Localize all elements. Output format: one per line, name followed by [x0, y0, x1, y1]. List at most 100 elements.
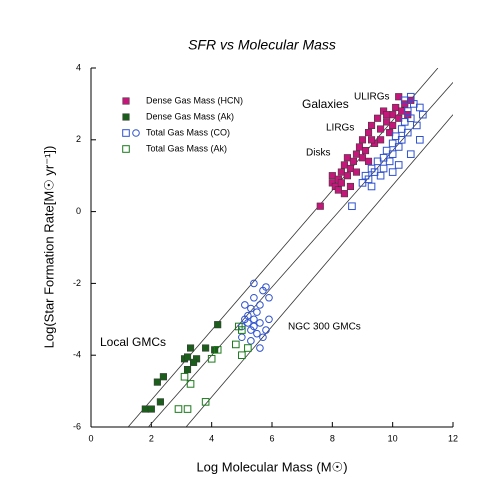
point	[419, 110, 427, 119]
point	[340, 161, 348, 169]
point	[355, 143, 364, 151]
point	[416, 136, 424, 144]
point	[156, 398, 164, 406]
point	[358, 136, 367, 144]
point	[400, 96, 409, 105]
point	[183, 366, 192, 374]
point	[413, 121, 421, 130]
point	[186, 380, 195, 388]
point	[253, 308, 261, 316]
point	[334, 186, 342, 194]
point	[214, 321, 222, 329]
point	[383, 118, 391, 126]
annotation: Disks	[306, 148, 330, 159]
point	[250, 322, 258, 331]
point	[262, 326, 270, 334]
legend-marker	[122, 129, 130, 137]
point	[352, 168, 361, 176]
point	[406, 114, 415, 123]
point	[201, 398, 210, 406]
point	[343, 154, 351, 162]
point	[377, 125, 385, 133]
legend-label: Total Gas Mass (Ak)	[146, 143, 227, 153]
point	[238, 333, 246, 342]
point	[253, 329, 261, 338]
y-tick-label: -2	[73, 278, 81, 288]
point	[187, 344, 195, 352]
point	[141, 405, 149, 413]
point	[349, 157, 357, 165]
point	[147, 405, 155, 413]
point	[379, 164, 388, 173]
point	[364, 175, 373, 184]
point	[346, 164, 354, 173]
point	[389, 121, 397, 129]
point	[374, 114, 382, 122]
point	[262, 283, 270, 291]
point	[403, 128, 412, 137]
point	[241, 301, 249, 309]
point	[383, 111, 391, 119]
point	[183, 353, 192, 361]
y-tick-label: 4	[76, 62, 81, 72]
point	[388, 150, 397, 158]
point	[244, 344, 252, 352]
point	[153, 378, 161, 386]
point	[392, 103, 400, 112]
x-axis-label: Log Molecular Mass (M☉)	[196, 459, 347, 474]
x-tick-label: 12	[448, 433, 458, 443]
x-tick-label: 4	[209, 433, 214, 443]
legend-marker	[122, 97, 130, 105]
point	[403, 107, 412, 115]
point	[174, 405, 183, 413]
annotation: ULIRGs	[354, 92, 390, 103]
point	[207, 354, 216, 363]
point	[316, 202, 324, 210]
annotation: Galaxies	[302, 97, 349, 111]
point	[183, 405, 192, 413]
point	[394, 161, 403, 169]
annotation: LIRGs	[326, 123, 354, 134]
point	[337, 168, 345, 176]
point	[368, 121, 376, 129]
point	[394, 143, 403, 151]
point	[346, 182, 354, 191]
chart-title: SFR vs Molecular Mass	[188, 37, 336, 53]
point	[213, 346, 222, 354]
point	[340, 190, 348, 198]
point	[244, 311, 252, 320]
legend-label: Dense Gas Mass (Ak)	[146, 111, 234, 121]
fit-line	[148, 82, 453, 427]
y-axis-label: Log(Star Formation Rate[M☉ yr⁻¹])	[41, 146, 56, 349]
point	[377, 136, 385, 144]
point	[389, 111, 397, 119]
point	[238, 351, 246, 359]
x-tick-label: 0	[88, 433, 93, 443]
fit-line	[127, 68, 439, 427]
y-tick-label: -4	[73, 350, 81, 360]
legend-marker	[132, 129, 140, 137]
point	[376, 171, 385, 180]
point	[202, 344, 210, 352]
point	[238, 326, 246, 334]
point	[406, 150, 415, 158]
point	[159, 373, 167, 381]
point	[364, 157, 373, 165]
point	[348, 202, 356, 211]
point	[361, 147, 370, 155]
point	[256, 344, 264, 352]
fit-line	[185, 114, 453, 427]
point	[337, 179, 345, 187]
point	[259, 333, 267, 342]
point	[247, 304, 255, 313]
point	[250, 279, 258, 288]
annotation: NGC 300 GMCs	[288, 322, 361, 333]
y-tick-label: -6	[73, 421, 81, 431]
point	[358, 154, 367, 162]
point	[180, 372, 189, 381]
x-tick-label: 8	[330, 433, 335, 443]
point	[352, 150, 361, 158]
point	[416, 103, 424, 112]
legend-marker	[122, 145, 130, 153]
